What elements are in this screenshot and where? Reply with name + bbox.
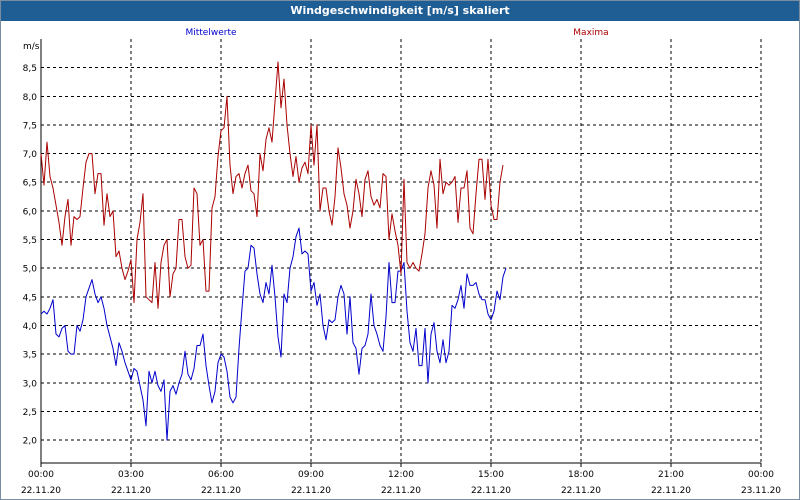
window-title: Windgeschwindigkeit [m/s] skaliert <box>1 1 799 21</box>
y-tick-label: 3,5 <box>23 351 37 361</box>
x-tick-date: 23.11.20 <box>741 486 781 496</box>
x-tick-time: 15:00 <box>478 470 504 480</box>
y-tick-label: 5,5 <box>23 236 37 246</box>
x-tick-time: 21:00 <box>658 470 684 480</box>
x-tick-date: 22.11.20 <box>21 486 61 496</box>
y-tick-label: 6,5 <box>23 179 37 189</box>
y-tick-label: 8,0 <box>23 93 38 103</box>
x-tick-date: 22.11.20 <box>291 486 331 496</box>
series-line-maxima <box>40 61 504 309</box>
x-tick-time: 12:00 <box>388 470 414 480</box>
line-chart: 2,0 2,5 3,0 3,5 4,0 4,5 5,0 5,5 6,0 6,5 7,0 7,5 8,0 8… <box>21 28 781 496</box>
y-tick-label: 3,0 <box>23 379 38 389</box>
x-tick-time: 03:00 <box>118 470 144 480</box>
x-tick-date: 22.11.20 <box>651 486 691 496</box>
x-tick-date: 22.11.20 <box>471 486 511 496</box>
y-tick-label: 2,5 <box>23 408 37 418</box>
axes <box>40 39 762 467</box>
y-tick-label: 8,5 <box>23 64 37 74</box>
x-tick-date: 22.11.20 <box>111 486 151 496</box>
x-tick-date: 22.11.20 <box>201 486 241 496</box>
x-tick-date: 22.11.20 <box>381 486 421 496</box>
y-tick-label: 6,0 <box>23 207 38 217</box>
grid <box>40 39 762 463</box>
y-tick-label: 5,0 <box>23 265 38 275</box>
y-axis-label: m/s <box>23 42 40 52</box>
x-tick-time: 09:00 <box>298 470 324 480</box>
y-tick-label: 7,5 <box>23 121 37 131</box>
y-tick-label: 7,0 <box>23 150 38 160</box>
x-tick-time: 00:00 <box>748 470 774 480</box>
y-tick-label: 2,0 <box>23 437 38 447</box>
y-tick-label: 4,0 <box>23 322 38 332</box>
legend-maxima: Maxima <box>573 28 608 38</box>
x-tick-date: 22.11.20 <box>561 486 601 496</box>
labels: 2,0 2,5 3,0 3,5 4,0 4,5 5,0 5,5 6,0 6,5 7,0 7,5 8,0 8… <box>21 28 781 496</box>
x-tick-time: 00:00 <box>28 470 54 480</box>
x-tick-time: 18:00 <box>568 470 594 480</box>
series-layer <box>40 61 507 441</box>
series-line-mittelwerte <box>40 227 507 441</box>
legend-mittelwerte: Mittelwerte <box>185 28 236 38</box>
y-tick-label: 4,5 <box>23 293 37 303</box>
x-tick-time: 06:00 <box>208 470 234 480</box>
